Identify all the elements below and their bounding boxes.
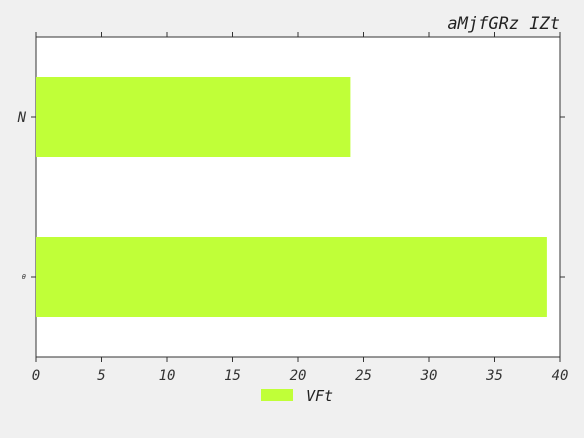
x-axis: 0 5 10 15 20 25 30 35 40 <box>32 32 569 384</box>
bars-layer <box>36 77 547 317</box>
y-tick-label: N <box>17 110 27 126</box>
x-tick-label: 0 <box>32 368 40 384</box>
y-tick-label: θ <box>22 273 26 281</box>
legend: VFt <box>261 387 333 405</box>
x-tick-label: 5 <box>97 368 105 384</box>
x-tick-label: 10 <box>159 368 176 384</box>
legend-label: VFt <box>306 387 333 405</box>
x-tick-label: 25 <box>355 368 372 384</box>
y-axis: Nθ <box>17 110 565 281</box>
bar-0 <box>36 77 351 157</box>
x-tick-label: 15 <box>224 368 241 384</box>
chart-title: aMjfGRz IZt <box>447 14 560 34</box>
x-tick-label: 40 <box>552 368 569 384</box>
bar-1 <box>36 237 547 317</box>
legend-swatch <box>261 389 293 401</box>
x-tick-label: 20 <box>290 368 307 384</box>
x-tick-label: 35 <box>485 368 503 384</box>
x-tick-label: 30 <box>420 368 438 384</box>
